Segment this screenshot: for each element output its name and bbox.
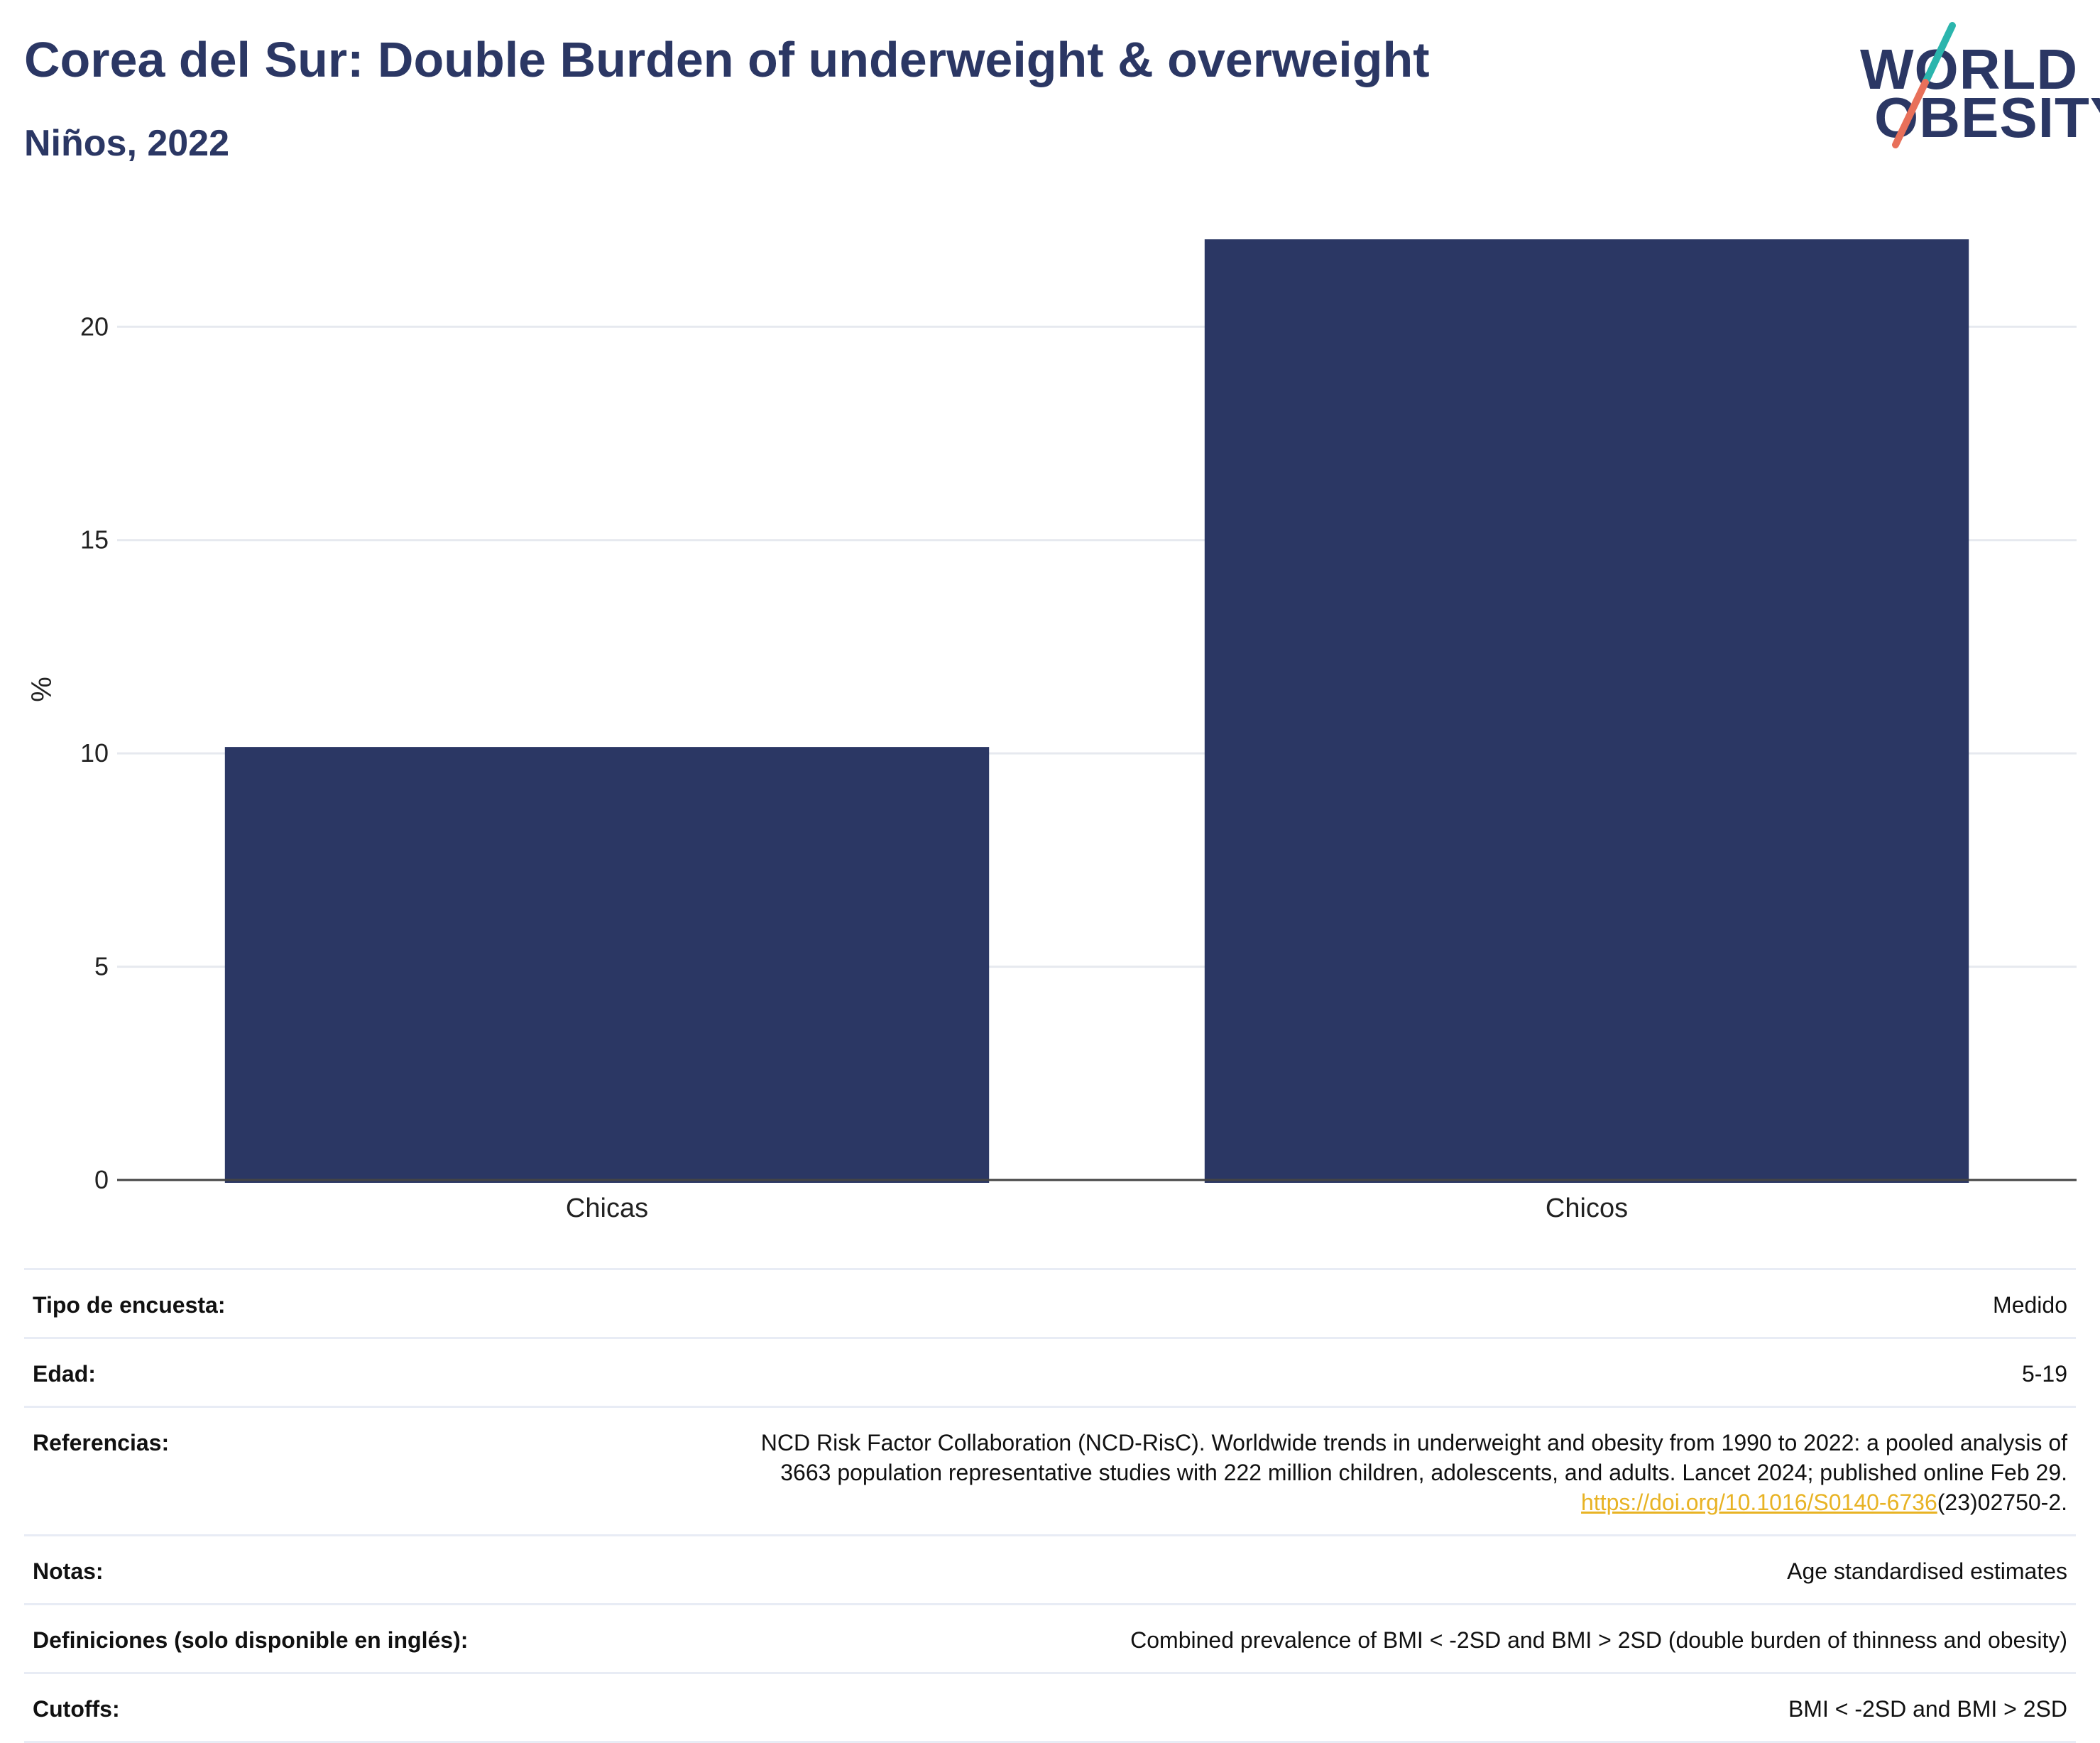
x-tick-label: Chicos [1546, 1193, 1628, 1223]
meta-label: Cutoffs: [33, 1696, 120, 1722]
meta-value: 5-19 [2021, 1361, 2067, 1387]
meta-label: Notas: [33, 1558, 104, 1584]
bar [1204, 239, 1969, 1183]
meta-row-references: Referencias: NCD Risk Factor Collaborati… [24, 1406, 2076, 1534]
page-subtitle: Niños, 2022 [24, 123, 230, 164]
meta-label: Tipo de encuesta: [33, 1292, 226, 1318]
logo-word-1: WORLD [1860, 38, 2079, 101]
meta-value: Age standardised estimates [1787, 1558, 2067, 1584]
y-tick-label: 5 [94, 952, 109, 981]
meta-row-survey-type: Tipo de encuesta: Medido [24, 1268, 2076, 1337]
meta-label: Edad: [33, 1361, 96, 1387]
meta-label: Definiciones (solo disponible en inglés)… [33, 1627, 469, 1653]
meta-row-notes: Notas: Age standardised estimates [24, 1534, 2076, 1603]
y-axis-title: % [26, 677, 58, 702]
metadata-table: Tipo de encuesta: Medido Edad: 5-19 Refe… [24, 1268, 2076, 1743]
doi-link[interactable]: https://doi.org/10.1016/S0140-6736 [1581, 1490, 1937, 1515]
doi-suffix: (23)02750-2. [1937, 1490, 2067, 1515]
page-title: Corea del Sur: Double Burden of underwei… [24, 32, 1430, 87]
reference-line-1: NCD Risk Factor Collaboration (NCD-RisC)… [760, 1430, 2067, 1455]
meta-value: Medido [1993, 1292, 2067, 1318]
bar [224, 747, 990, 1183]
meta-value: NCD Risk Factor Collaboration (NCD-RisC)… [761, 1428, 2067, 1517]
meta-value: BMI < -2SD and BMI > 2SD [1788, 1696, 2067, 1722]
world-obesity-logo[interactable]: WORLD OBESITY [1846, 20, 2100, 155]
meta-row-cutoffs: Cutoffs: BMI < -2SD and BMI > 2SD [24, 1672, 2076, 1743]
meta-row-definitions: Definiciones (solo disponible en inglés)… [24, 1603, 2076, 1672]
meta-row-age: Edad: 5-19 [24, 1337, 2076, 1406]
meta-label: Referencias: [33, 1430, 170, 1455]
reference-line-2: 3663 population representative studies w… [780, 1460, 2067, 1485]
logo-slash-icon [1892, 22, 1956, 148]
meta-value: Combined prevalence of BMI < -2SD and BM… [1130, 1627, 2067, 1653]
y-tick-label: 15 [80, 525, 109, 554]
bar-chart: 0 5 10 15 20 Chicas Chicos% [26, 239, 2077, 1223]
y-tick-label: 0 [94, 1165, 109, 1194]
x-tick-label: Chicas [566, 1193, 648, 1223]
y-tick-label: 20 [80, 312, 109, 341]
y-tick-label: 10 [80, 738, 109, 767]
